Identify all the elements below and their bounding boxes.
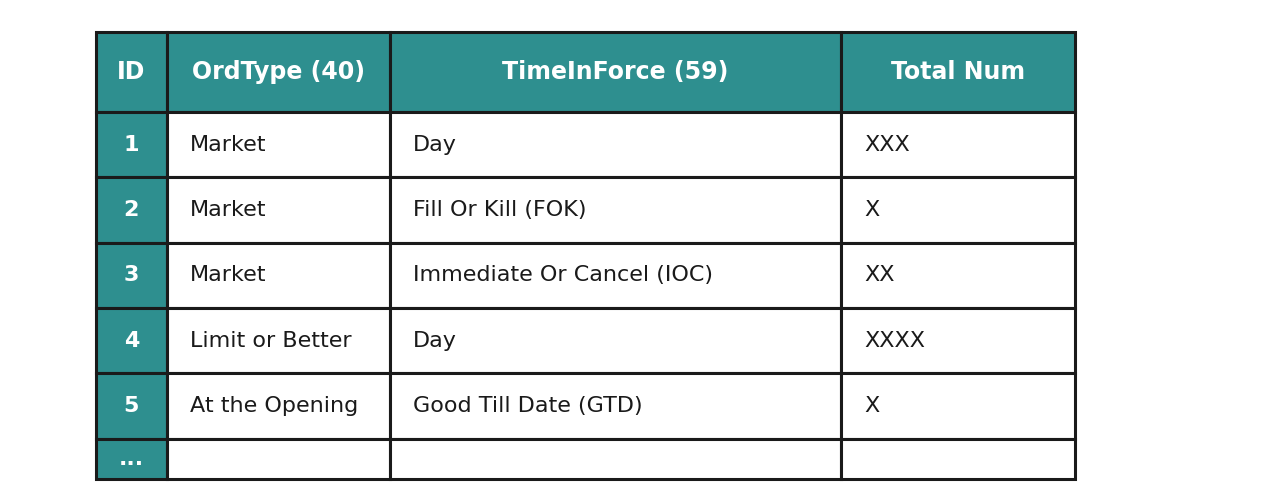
Bar <box>96 177 166 243</box>
Bar <box>389 177 841 243</box>
Bar <box>96 373 166 439</box>
Text: Day: Day <box>412 135 457 155</box>
Text: Market: Market <box>189 135 266 155</box>
Bar <box>96 243 166 308</box>
Bar <box>166 112 389 177</box>
Bar <box>389 373 841 439</box>
Text: Total Num: Total Num <box>891 60 1025 84</box>
Bar <box>841 177 1075 243</box>
Bar <box>389 243 841 308</box>
Bar <box>96 439 166 479</box>
Text: Market: Market <box>189 265 266 285</box>
Text: XXXX: XXXX <box>864 331 925 351</box>
Bar <box>389 112 841 177</box>
Text: OrdType (40): OrdType (40) <box>192 60 365 84</box>
Bar <box>166 439 389 479</box>
Text: 2: 2 <box>124 200 140 220</box>
Bar <box>389 439 841 479</box>
Bar <box>96 112 166 177</box>
Bar <box>389 308 841 373</box>
Text: TimeInForce (59): TimeInForce (59) <box>502 60 728 84</box>
Text: At the Opening: At the Opening <box>189 396 358 416</box>
Bar <box>96 308 166 373</box>
Text: 4: 4 <box>124 331 140 351</box>
Text: X: X <box>864 396 879 416</box>
Bar <box>166 32 389 112</box>
Bar <box>389 32 841 112</box>
Text: XXX: XXX <box>864 135 910 155</box>
Text: ID: ID <box>118 60 146 84</box>
Text: Market: Market <box>189 200 266 220</box>
Text: 3: 3 <box>124 265 140 285</box>
Text: XX: XX <box>864 265 895 285</box>
Text: Good Till Date (GTD): Good Till Date (GTD) <box>412 396 643 416</box>
Text: 5: 5 <box>124 396 140 416</box>
Bar <box>841 32 1075 112</box>
Text: Limit or Better: Limit or Better <box>189 331 352 351</box>
Text: Immediate Or Cancel (IOC): Immediate Or Cancel (IOC) <box>412 265 713 285</box>
Bar <box>841 243 1075 308</box>
Text: X: X <box>864 200 879 220</box>
Text: Fill Or Kill (FOK): Fill Or Kill (FOK) <box>412 200 586 220</box>
Bar <box>166 243 389 308</box>
Bar <box>841 439 1075 479</box>
Text: Day: Day <box>412 331 457 351</box>
Bar <box>96 32 166 112</box>
Bar <box>841 308 1075 373</box>
Bar <box>166 373 389 439</box>
Bar <box>166 308 389 373</box>
Text: ...: ... <box>119 449 143 469</box>
Text: 1: 1 <box>124 135 140 155</box>
Bar <box>166 177 389 243</box>
Bar <box>841 112 1075 177</box>
Bar <box>841 373 1075 439</box>
